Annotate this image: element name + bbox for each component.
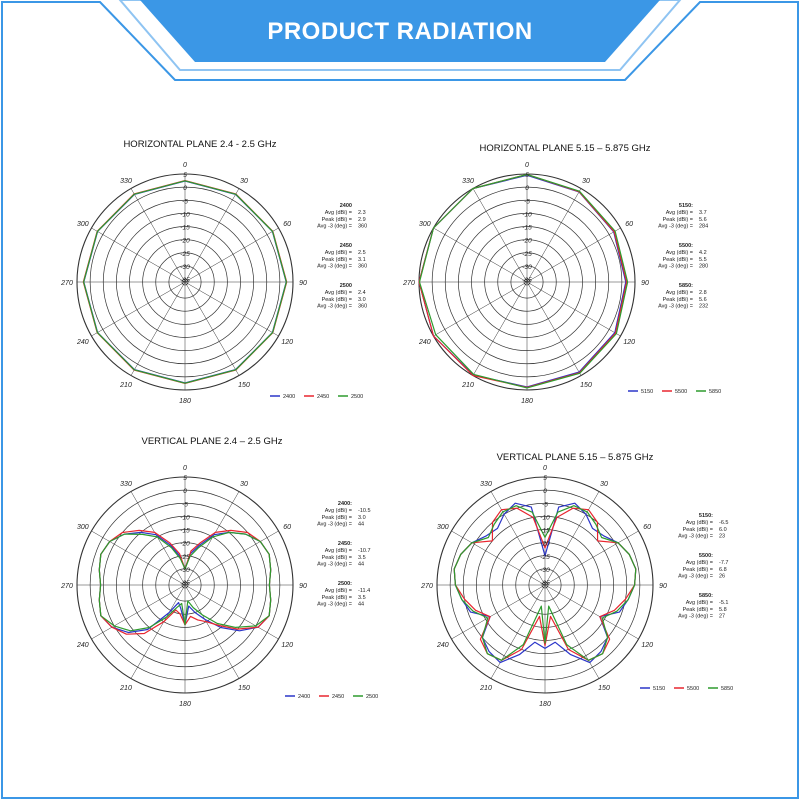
banner-outline — [118, 0, 682, 71]
banner-shape — [140, 0, 660, 62]
page-title: PRODUCT RADIATION — [267, 18, 533, 45]
